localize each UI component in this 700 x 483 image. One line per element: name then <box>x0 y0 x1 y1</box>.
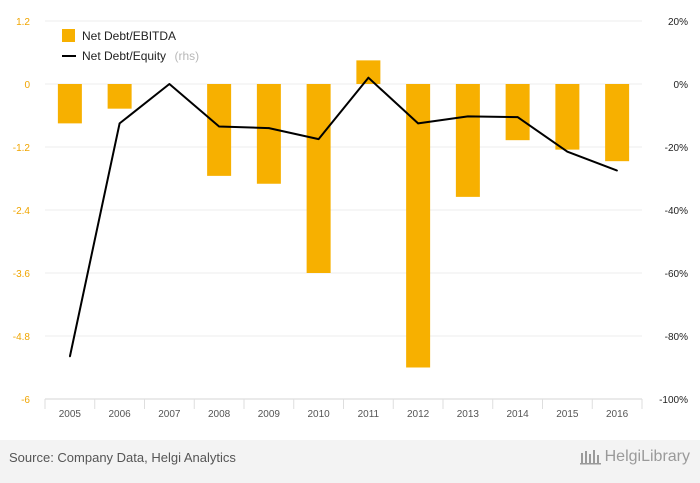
line-net-debt-equity <box>68 76 618 357</box>
bar-2009 <box>256 84 281 184</box>
y-right-tick-label: -80% <box>665 332 688 343</box>
line-point-2012 <box>417 122 419 125</box>
y-left-tick-label: -2.4 <box>13 206 31 217</box>
y-right-tick-label: 0% <box>674 80 689 91</box>
bar-2016 <box>605 84 630 162</box>
y-left-tick-label: -4.8 <box>13 332 31 343</box>
bar-2011 <box>356 60 381 84</box>
line-point-2005 <box>69 355 71 358</box>
legend-label-line: Net Debt/Equity (rhs) <box>82 47 199 64</box>
y-left-tick-label: -3.6 <box>13 269 31 280</box>
bar-series <box>57 60 630 368</box>
legend-label-bar: Net Debt/EBITDA <box>82 29 176 43</box>
x-tick-label: 2013 <box>457 409 480 420</box>
line-point-2013 <box>467 115 469 118</box>
x-tick-label: 2011 <box>358 409 380 420</box>
x-tick-label: 2009 <box>258 409 281 420</box>
x-tick-label: 2005 <box>59 409 82 420</box>
y-left-tick-label: 0 <box>24 80 30 91</box>
line-point-2006 <box>118 122 121 125</box>
y-right-tick-label: -20% <box>665 143 688 154</box>
line-point-2016 <box>616 169 618 172</box>
line-point-2011 <box>367 76 370 79</box>
y-axis-right: 20% 0% -20% -40% -60% -80% -100% <box>659 17 688 406</box>
line-series <box>68 76 618 358</box>
library-icon <box>579 450 601 465</box>
y-left-tick-label: -1.2 <box>13 143 31 154</box>
line-point-2010 <box>317 138 320 140</box>
bar-2010 <box>306 84 331 273</box>
x-tick-label: 2016 <box>606 409 629 420</box>
gridlines <box>45 20 642 400</box>
brand-logo[interactable]: HelgiLibrary <box>579 448 690 466</box>
x-axis-labels: 2005 2006 2007 2008 2009 2010 2011 2012 2013 2014… <box>59 409 629 420</box>
x-tick-label: 2010 <box>308 409 331 420</box>
line-point-2008 <box>218 125 220 128</box>
footer: Source: Company Data, Helgi Analytics He… <box>0 440 700 483</box>
bar-2012 <box>406 84 431 368</box>
source-note: Source: Company Data, Helgi Analytics <box>9 450 236 465</box>
y-right-tick-label: -100% <box>659 395 688 406</box>
x-tick-label: 2015 <box>556 409 579 420</box>
legend-label-line-note: (rhs) <box>175 49 200 63</box>
bar-2014 <box>505 84 530 141</box>
bar-2008 <box>207 84 232 176</box>
x-tick-label: 2008 <box>208 409 231 420</box>
line-point-2015 <box>566 150 569 153</box>
legend-label-line-name: Net Debt/Equity <box>82 49 166 63</box>
x-tick-label: 2007 <box>158 409 181 420</box>
legend-swatch-bar <box>62 29 75 42</box>
bar-2015 <box>555 84 580 150</box>
x-axis-cells <box>44 399 643 409</box>
x-tick-label: 2012 <box>407 409 430 420</box>
bar-2005 <box>57 84 82 124</box>
legend: Net Debt/EBITDA Net Debt/Equity (rhs) <box>62 29 199 64</box>
line-point-2009 <box>268 127 270 129</box>
y-left-tick-label: -6 <box>21 395 30 406</box>
line-point-2014 <box>516 116 519 118</box>
y-right-tick-label: -40% <box>665 206 688 217</box>
bar-2013 <box>455 84 480 197</box>
y-axis-left: 1.2 0 -1.2 -2.4 -3.6 -4.8 -6 <box>13 17 31 406</box>
x-tick-label: 2014 <box>507 409 530 420</box>
chart: 1.2 0 -1.2 -2.4 -3.6 -4.8 -6 20% 0% -20% -40% -60%… <box>13 17 688 420</box>
y-right-tick-label: 20% <box>668 17 688 28</box>
y-right-tick-label: -60% <box>665 269 688 280</box>
line-point-2007 <box>168 83 171 85</box>
x-tick-label: 2006 <box>109 409 132 420</box>
brand-name: HelgiLibrary <box>604 448 690 465</box>
bar-2006 <box>107 84 132 109</box>
y-left-tick-label: 1.2 <box>16 17 30 28</box>
